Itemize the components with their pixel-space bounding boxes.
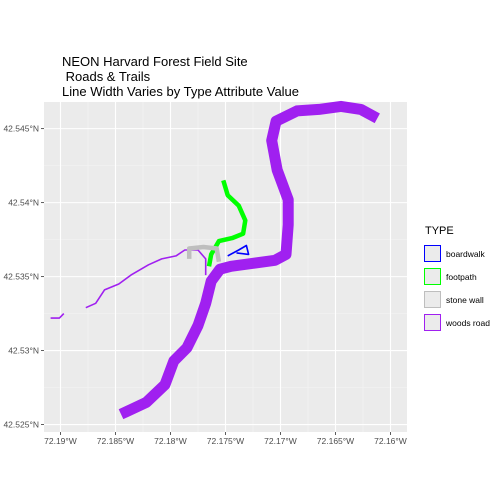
legend-key-boardwalk: [424, 245, 441, 262]
legend-label-woods-road: woods road: [446, 317, 490, 328]
map-features: [50, 100, 380, 420]
plot-title: NEON Harvard Forest Field Site Roads & T…: [62, 54, 299, 99]
y-tick-label: 42.53°N: [8, 346, 39, 356]
woods-road-line: [118, 100, 380, 420]
x-tick-label: 72.185°W: [97, 436, 134, 446]
legend-label-stone-wall: stone wall: [446, 294, 484, 305]
boardwalk-line: [227, 244, 250, 257]
woods-road-line: [50, 313, 65, 319]
stone-wall-line: [186, 244, 222, 263]
legend-label-boardwalk: boardwalk: [446, 248, 485, 259]
x-axis: 72.19°W 72.185°W 72.18°W 72.175°W 72.17°W 72.…: [44, 432, 407, 446]
legend-label-footpath: footpath: [446, 271, 477, 282]
y-tick-label: 42.535°N: [3, 272, 39, 282]
y-tick-label: 42.525°N: [3, 420, 39, 430]
legend-key-stone-wall: [424, 291, 441, 308]
legend-item-boardwalk: boardwalk: [424, 242, 504, 265]
legend: TYPE boardwalk footpath stone wall woods…: [424, 225, 504, 334]
y-tick-label: 42.54°N: [8, 198, 39, 208]
x-tick-label: 72.19°W: [44, 436, 77, 446]
x-tick-label: 72.175°W: [207, 436, 244, 446]
title-line-3: Line Width Varies by Type Attribute Valu…: [62, 84, 300, 99]
x-tick-label: 72.17°W: [264, 436, 297, 446]
y-tick-label: 42.545°N: [3, 124, 39, 134]
y-axis: 42.525°N 42.53°N 42.535°N 42.54°N 42.545°N: [3, 124, 44, 430]
title-line-1: NEON Harvard Forest Field Site: [62, 54, 248, 69]
x-tick-label: 72.16°W: [374, 436, 407, 446]
x-tick-label: 72.165°W: [317, 436, 354, 446]
major-gridlines: [44, 102, 407, 432]
legend-item-woods-road: woods road: [424, 311, 504, 334]
title-line-2: Roads & Trails: [62, 69, 151, 84]
woods-road-line: [85, 249, 207, 309]
legend-key-woods-road: [424, 314, 441, 331]
legend-item-stone-wall: stone wall: [424, 288, 504, 311]
legend-title: TYPE: [425, 225, 454, 237]
legend-key-footpath: [424, 268, 441, 285]
legend-item-footpath: footpath: [424, 265, 504, 288]
x-tick-label: 72.18°W: [154, 436, 187, 446]
